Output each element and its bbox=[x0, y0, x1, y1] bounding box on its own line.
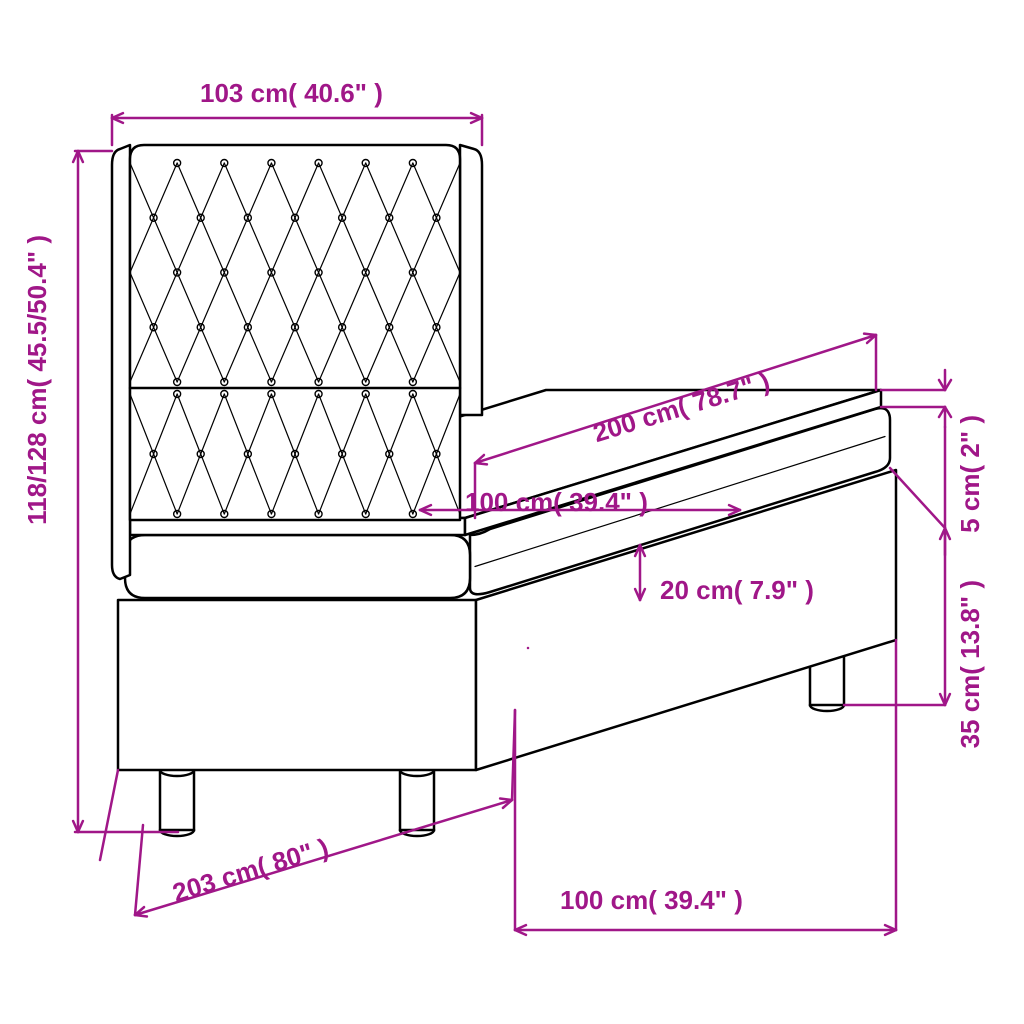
dim-bottom-width: 100 cm( 39.4" ) bbox=[560, 885, 743, 916]
dim-base-height: 35 cm( 13.8" ) bbox=[955, 580, 986, 748]
dim-top-width: 103 cm( 40.6" ) bbox=[200, 78, 383, 109]
dim-mattress-width: 100 cm( 39.4" ) bbox=[465, 487, 648, 518]
dim-left-height: 118/128 cm( 45.5/50.4" ) bbox=[22, 235, 53, 525]
dim-mattress-height: 20 cm( 7.9" ) bbox=[660, 575, 814, 606]
dim-topper-height: 5 cm( 2" ) bbox=[955, 415, 986, 533]
